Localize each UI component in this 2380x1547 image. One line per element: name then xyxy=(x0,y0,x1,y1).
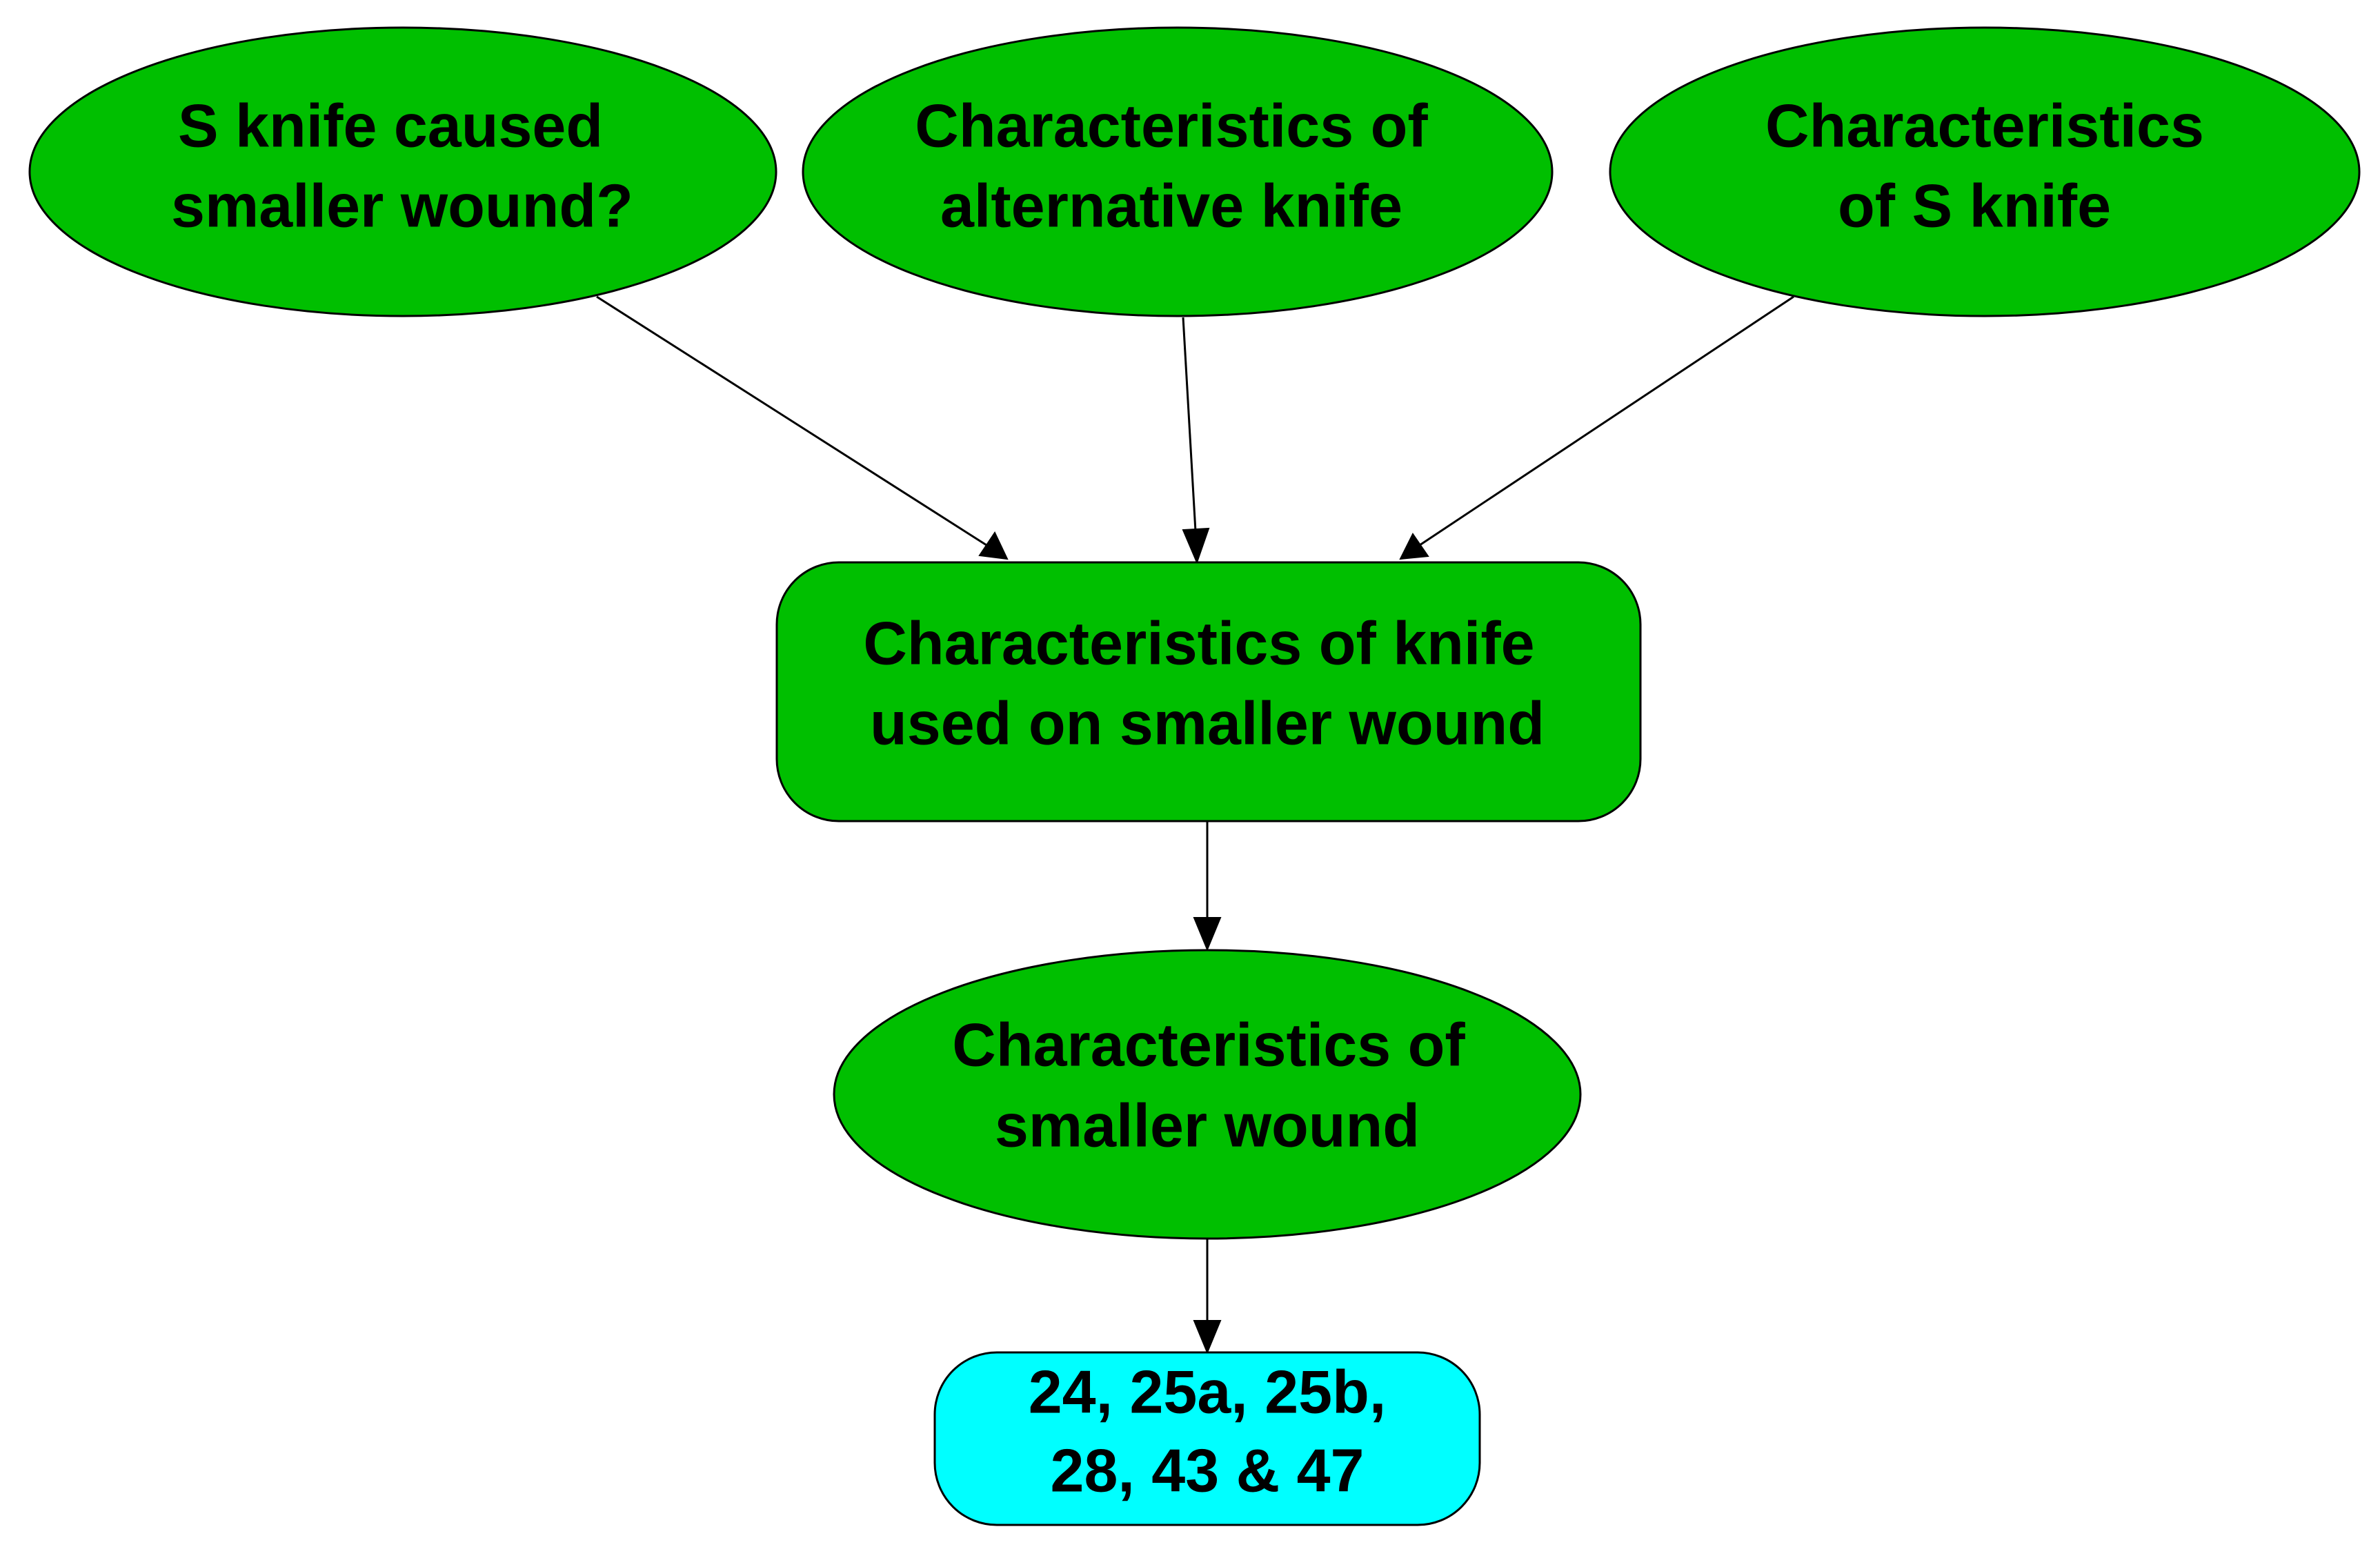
node-label-line1: S knife caused xyxy=(178,91,603,159)
node-ellipse xyxy=(833,949,1582,1240)
arrowhead-icon xyxy=(1399,533,1429,560)
arrowhead-icon xyxy=(1182,527,1210,564)
node-ellipse xyxy=(28,26,777,317)
node-alt-knife: Characteristics of alternative knife xyxy=(802,26,1554,317)
node-label-line2: smaller wound xyxy=(995,1091,1420,1159)
node-label-line2: 28, 43 & 47 xyxy=(1051,1436,1365,1504)
node-label-line1: Characteristics of xyxy=(952,1010,1465,1078)
arrowhead-icon xyxy=(978,531,1009,560)
edge-alt-knife-to-knife-used xyxy=(1182,317,1197,532)
node-label-line1: Characteristics of xyxy=(915,91,1428,159)
edges xyxy=(596,295,1794,1354)
edge-s-knife-to-knife-used xyxy=(1419,295,1794,546)
node-knife-used: Characteristics of knife used on smaller… xyxy=(775,561,1642,822)
node-label-line1: Characteristics of knife xyxy=(863,609,1534,677)
node-smaller-wound: Characteristics of smaller wound xyxy=(833,949,1582,1240)
node-evidence: 24, 25a, 25b, 28, 43 & 47 xyxy=(933,1351,1481,1526)
node-label-line2: alternative knife xyxy=(940,171,1402,239)
node-s-knife-caused: S knife caused smaller wound? xyxy=(28,26,777,317)
node-label-line2: used on smaller wound xyxy=(870,689,1545,757)
node-rounded-rect xyxy=(775,561,1642,822)
edge-s-knife-caused-to-knife-used xyxy=(596,295,987,546)
node-rounded-rect xyxy=(933,1351,1481,1526)
node-label-line2: of S knife xyxy=(1838,171,2111,239)
node-s-knife: Characteristics of S knife xyxy=(1609,26,2361,317)
node-label-line1: Characteristics xyxy=(1765,91,2204,159)
node-label-line1: 24, 25a, 25b, xyxy=(1029,1357,1387,1426)
arrowhead-icon xyxy=(1193,1320,1222,1354)
arrowhead-icon xyxy=(1193,917,1222,952)
node-label-line2: smaller wound? xyxy=(171,171,633,239)
node-ellipse xyxy=(802,26,1554,317)
node-ellipse xyxy=(1609,26,2361,317)
